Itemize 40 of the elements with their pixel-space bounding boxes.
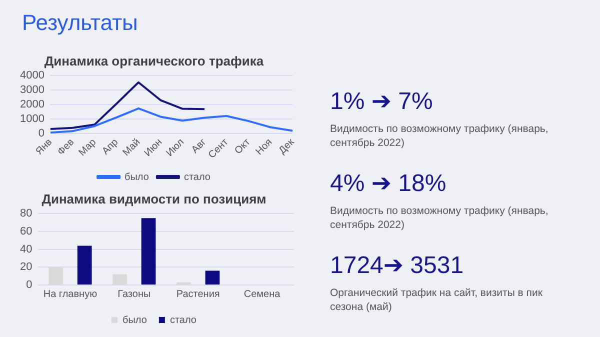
x-tick-label: Ноя bbox=[254, 136, 275, 158]
x-tick-label: Газоны bbox=[118, 288, 151, 300]
text: 1724➔ 3531 bbox=[330, 252, 465, 280]
y-tick-label: 0 bbox=[26, 279, 32, 292]
y-tick-label: 60 bbox=[20, 225, 32, 238]
legend-label: было bbox=[124, 172, 150, 183]
y-tick-label: 1000 bbox=[20, 112, 44, 125]
legend-label: было bbox=[122, 314, 148, 326]
text: Видимость по возможному трафику (январь, сентябрь 2022) bbox=[330, 122, 550, 150]
x-tick-label: Окт bbox=[232, 136, 253, 157]
chart-title: Динамика органического трафика bbox=[44, 53, 264, 68]
y-tick-label: 40 bbox=[20, 243, 32, 256]
x-tick-label: Авг bbox=[190, 136, 209, 156]
x-tick-label: Семена bbox=[244, 288, 281, 300]
legend-label: стало bbox=[170, 314, 197, 326]
legend-label: стало bbox=[184, 172, 211, 183]
x-tick-label: Растения bbox=[176, 288, 220, 300]
y-tick-label: 20 bbox=[20, 261, 32, 274]
x-tick-label: Дек bbox=[276, 136, 298, 156]
x-tick-label: Мар bbox=[76, 136, 99, 158]
bar bbox=[205, 270, 220, 284]
x-tick-label: Янв bbox=[34, 136, 55, 158]
y-tick-label: 4000 bbox=[20, 70, 44, 82]
y-tick-label: 80 bbox=[20, 208, 32, 220]
text: Результаты bbox=[22, 10, 138, 36]
y-tick-label: 3000 bbox=[20, 84, 44, 96]
text: Органический трафик на сайт, визиты в пик сезона (май) bbox=[330, 286, 544, 314]
text: 1% ➔ 7% bbox=[330, 88, 434, 116]
y-tick-label: 0 bbox=[38, 127, 44, 140]
x-tick-label: На главную bbox=[43, 288, 98, 300]
x-tick-label: Апр bbox=[100, 136, 121, 158]
text: Видимость по возможному трафику (январь, сентябрь 2022) bbox=[330, 204, 550, 232]
text: 4% ➔ 18% bbox=[330, 170, 448, 198]
y-tick-label: 2000 bbox=[20, 98, 44, 110]
bar bbox=[48, 267, 64, 284]
bar bbox=[77, 246, 92, 284]
bar bbox=[141, 218, 156, 284]
bar bbox=[112, 274, 127, 284]
chart-title: Динамика видимости по позициям bbox=[42, 191, 266, 206]
x-tick-label: Фев bbox=[56, 136, 77, 158]
